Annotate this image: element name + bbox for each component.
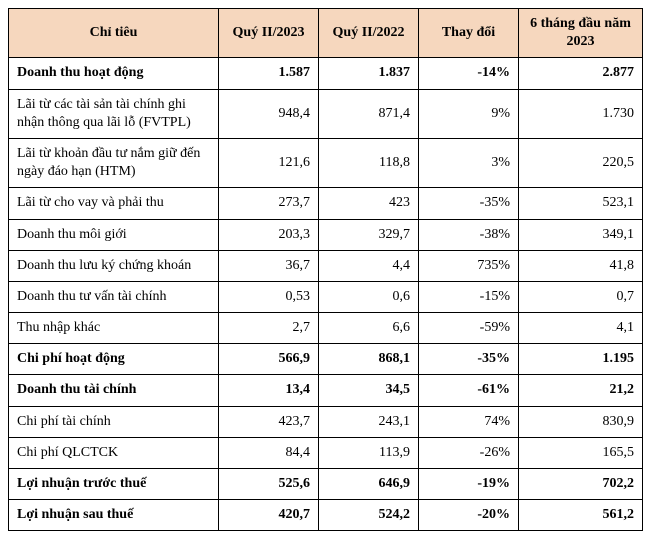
row-value: 4,1 — [519, 313, 643, 344]
row-label: Doanh thu tư vấn tài chính — [9, 281, 219, 312]
row-value: -19% — [419, 469, 519, 500]
row-value: 41,8 — [519, 250, 643, 281]
row-value: 868,1 — [319, 344, 419, 375]
row-label: Chi phí tài chính — [9, 406, 219, 437]
row-value: 2,7 — [219, 313, 319, 344]
row-label: Lợi nhuận trước thuế — [9, 469, 219, 500]
row-label: Thu nhập khác — [9, 313, 219, 344]
row-label: Chi phí hoạt động — [9, 344, 219, 375]
row-value: 113,9 — [319, 437, 419, 468]
row-value: 702,2 — [519, 469, 643, 500]
row-value: 203,3 — [219, 219, 319, 250]
row-label: Lãi từ các tài sản tài chính ghi nhận th… — [9, 89, 219, 138]
table-row: Chi phí hoạt động566,9868,1-35%1.195 — [9, 344, 643, 375]
table-row: Lãi từ khoản đầu tư nắm giữ đến ngày đáo… — [9, 138, 643, 187]
table-row: Doanh thu hoạt động1.5871.837-14%2.877 — [9, 58, 643, 89]
row-value: 6,6 — [319, 313, 419, 344]
column-header-1: Quý II/2023 — [219, 9, 319, 58]
row-value: -35% — [419, 344, 519, 375]
row-label: Chi phí QLCTCK — [9, 437, 219, 468]
table-row: Chi phí QLCTCK84,4113,9-26%165,5 — [9, 437, 643, 468]
row-value: -59% — [419, 313, 519, 344]
row-value: 349,1 — [519, 219, 643, 250]
row-value: 165,5 — [519, 437, 643, 468]
row-label: Doanh thu tài chính — [9, 375, 219, 406]
table-row: Lãi từ cho vay và phải thu273,7423-35%52… — [9, 188, 643, 219]
row-value: 561,2 — [519, 500, 643, 531]
row-value: -35% — [419, 188, 519, 219]
table-row: Doanh thu lưu ký chứng khoán36,74,4735%4… — [9, 250, 643, 281]
row-value: 1.195 — [519, 344, 643, 375]
row-value: 423 — [319, 188, 419, 219]
row-value: 220,5 — [519, 138, 643, 187]
table-row: Doanh thu môi giới203,3329,7-38%349,1 — [9, 219, 643, 250]
column-header-0: Chỉ tiêu — [9, 9, 219, 58]
table-header: Chỉ tiêuQuý II/2023Quý II/2022Thay đổi6 … — [9, 9, 643, 58]
row-label: Lãi từ cho vay và phải thu — [9, 188, 219, 219]
row-value: -38% — [419, 219, 519, 250]
row-value: 0,6 — [319, 281, 419, 312]
row-value: 13,4 — [219, 375, 319, 406]
column-header-3: Thay đổi — [419, 9, 519, 58]
row-value: 1.730 — [519, 89, 643, 138]
row-value: 1.587 — [219, 58, 319, 89]
row-value: 735% — [419, 250, 519, 281]
row-value: 84,4 — [219, 437, 319, 468]
row-value: -61% — [419, 375, 519, 406]
row-value: -26% — [419, 437, 519, 468]
row-value: 423,7 — [219, 406, 319, 437]
row-value: 646,9 — [319, 469, 419, 500]
row-value: -20% — [419, 500, 519, 531]
table-row: Lợi nhuận trước thuế525,6646,9-19%702,2 — [9, 469, 643, 500]
row-value: 420,7 — [219, 500, 319, 531]
row-value: 871,4 — [319, 89, 419, 138]
row-value: 830,9 — [519, 406, 643, 437]
row-value: 273,7 — [219, 188, 319, 219]
row-value: 0,53 — [219, 281, 319, 312]
row-value: 118,8 — [319, 138, 419, 187]
row-value: 523,1 — [519, 188, 643, 219]
row-value: 948,4 — [219, 89, 319, 138]
table-row: Lãi từ các tài sản tài chính ghi nhận th… — [9, 89, 643, 138]
column-header-2: Quý II/2022 — [319, 9, 419, 58]
financial-table: Chỉ tiêuQuý II/2023Quý II/2022Thay đổi6 … — [8, 8, 643, 531]
row-value: 34,5 — [319, 375, 419, 406]
table-row: Doanh thu tư vấn tài chính0,530,6-15%0,7 — [9, 281, 643, 312]
table-row: Chi phí tài chính423,7243,174%830,9 — [9, 406, 643, 437]
row-value: 4,4 — [319, 250, 419, 281]
table-row: Lợi nhuận sau thuế420,7524,2-20%561,2 — [9, 500, 643, 531]
row-value: 525,6 — [219, 469, 319, 500]
row-label: Lãi từ khoản đầu tư nắm giữ đến ngày đáo… — [9, 138, 219, 187]
row-value: 1.837 — [319, 58, 419, 89]
row-value: 0,7 — [519, 281, 643, 312]
table-row: Doanh thu tài chính13,434,5-61%21,2 — [9, 375, 643, 406]
row-value: 566,9 — [219, 344, 319, 375]
row-value: 329,7 — [319, 219, 419, 250]
row-value: 36,7 — [219, 250, 319, 281]
row-value: 2.877 — [519, 58, 643, 89]
row-value: 121,6 — [219, 138, 319, 187]
row-label: Lợi nhuận sau thuế — [9, 500, 219, 531]
column-header-4: 6 tháng đầu năm 2023 — [519, 9, 643, 58]
row-value: 74% — [419, 406, 519, 437]
row-label: Doanh thu môi giới — [9, 219, 219, 250]
row-value: 524,2 — [319, 500, 419, 531]
row-value: -15% — [419, 281, 519, 312]
row-label: Doanh thu hoạt động — [9, 58, 219, 89]
table-row: Thu nhập khác2,76,6-59%4,1 — [9, 313, 643, 344]
row-value: 3% — [419, 138, 519, 187]
row-label: Doanh thu lưu ký chứng khoán — [9, 250, 219, 281]
table-body: Doanh thu hoạt động1.5871.837-14%2.877Lã… — [9, 58, 643, 531]
row-value: 243,1 — [319, 406, 419, 437]
row-value: -14% — [419, 58, 519, 89]
row-value: 21,2 — [519, 375, 643, 406]
row-value: 9% — [419, 89, 519, 138]
